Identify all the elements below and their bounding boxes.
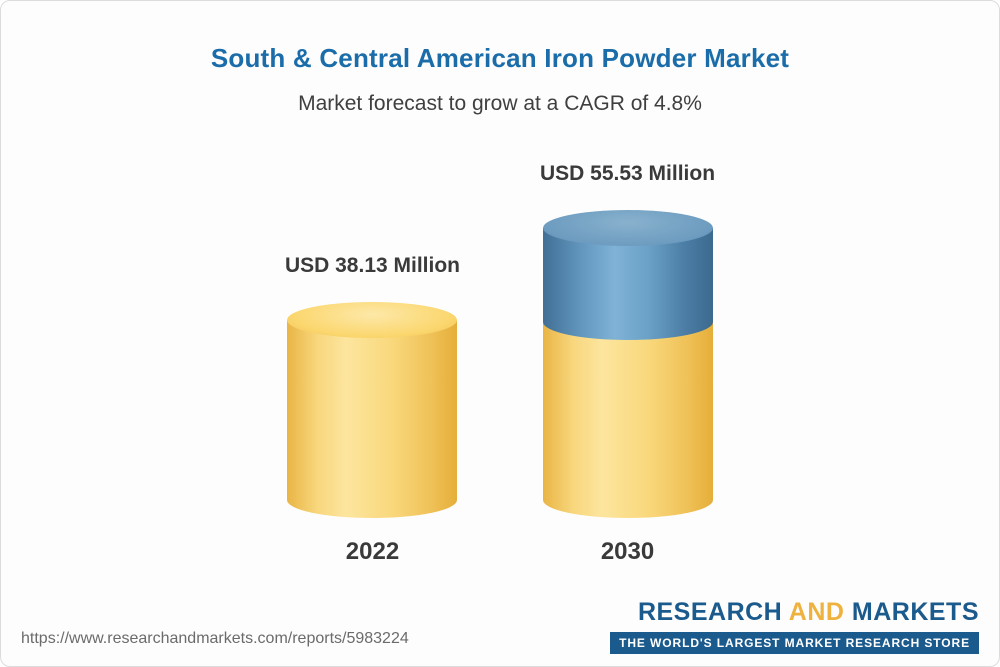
cylinder-2022-body <box>287 320 458 518</box>
brand-logo: RESEARCH AND MARKETS THE WORLD'S LARGEST… <box>610 598 979 654</box>
chart-title: South & Central American Iron Powder Mar… <box>210 43 790 73</box>
cylinder-2030-base-segment <box>542 322 713 518</box>
cylinder-bar-2030 <box>542 210 713 518</box>
value-label-2030: USD 55.53 Million <box>540 162 716 185</box>
brand-tagline: THE WORLD'S LARGEST MARKET RESEARCH STOR… <box>610 632 979 654</box>
bar-group-2022: USD 38.13 Million 2022 <box>285 254 460 566</box>
category-label-2030: 2030 <box>600 538 655 565</box>
value-label-2022: USD 38.13 Million <box>284 254 460 277</box>
logo-word-markets: MARKETS <box>851 598 979 626</box>
cylinder-2030-growth-segment <box>542 228 713 340</box>
cylinder-2030-top-cap <box>542 210 713 246</box>
cylinder-bar-2022 <box>287 302 458 518</box>
logo-word-research: RESEARCH <box>637 598 783 626</box>
brand-logo-text: RESEARCH AND MARKETS <box>610 598 979 627</box>
logo-word-and: AND <box>788 598 845 626</box>
report-url: https://www.researchandmarkets.com/repor… <box>21 630 409 647</box>
cylinder-2022-top-cap <box>287 302 458 338</box>
chart-subtitle: Market forecast to grow at a CAGR of 4.8… <box>298 92 702 115</box>
category-label-2022: 2022 <box>345 538 400 565</box>
bar-group-2030: USD 55.53 Million 2030 <box>540 162 715 566</box>
chart-area: USD 38.13 Million 2022 USD 55.53 Million… <box>1 141 999 566</box>
